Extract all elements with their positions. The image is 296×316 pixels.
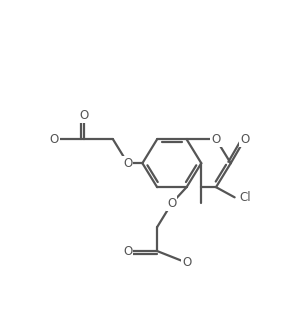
Text: O: O bbox=[79, 109, 88, 122]
Text: Cl: Cl bbox=[239, 191, 251, 204]
Text: O: O bbox=[211, 133, 221, 146]
Text: O: O bbox=[123, 157, 132, 170]
Text: O: O bbox=[123, 245, 132, 258]
Text: O: O bbox=[240, 133, 249, 146]
Text: O: O bbox=[49, 133, 59, 146]
Text: O: O bbox=[182, 256, 191, 269]
Text: O: O bbox=[167, 197, 176, 210]
